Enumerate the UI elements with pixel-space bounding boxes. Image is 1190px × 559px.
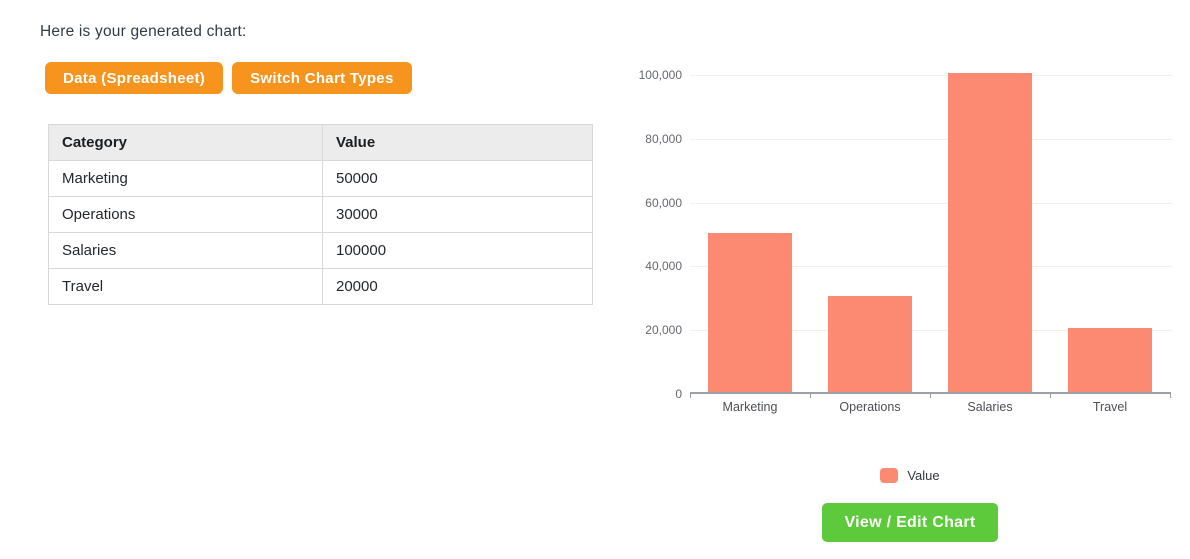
category-cell: Salaries	[48, 232, 323, 269]
y-axis-tick-label: 20,000	[645, 323, 682, 338]
data-table: Category Value Marketing 50000 Operations 3…	[48, 124, 593, 305]
table-header-row: Category Value	[48, 124, 593, 161]
gridline	[690, 202, 1172, 204]
data-spreadsheet-button[interactable]: Data (Spreadsheet)	[45, 62, 224, 94]
y-axis-tick-label: 100,000	[638, 68, 682, 82]
gridline	[690, 75, 1172, 76]
view-edit-chart-button[interactable]: View / Edit Chart	[822, 503, 998, 542]
x-axis-label: Travel	[1092, 400, 1128, 414]
value-column-header: Value	[322, 124, 593, 161]
category-cell: Operations	[48, 196, 323, 233]
bar-operations	[828, 296, 912, 392]
x-axis-tick	[810, 392, 811, 398]
gridline	[690, 138, 1172, 140]
y-axis-tick-label: 40,000	[645, 259, 682, 274]
legend-item-value[interactable]: Value	[880, 468, 940, 483]
category-cell: Marketing	[48, 160, 323, 197]
x-axis-tick	[1170, 392, 1171, 398]
data-table-body: Marketing 50000 Operations 30000 Salaries 100…	[48, 160, 593, 305]
gridline	[690, 266, 1172, 268]
bar-travel	[1068, 328, 1152, 392]
legend-swatch	[880, 468, 899, 483]
category-column-header: Category	[48, 124, 323, 161]
value-cell: 20000	[322, 268, 593, 305]
gridline	[690, 330, 1172, 332]
x-axis-tick	[930, 392, 931, 398]
x-axis-label: Marketing	[722, 400, 778, 414]
table-row: Operations 30000	[48, 196, 593, 233]
x-axis-label: Salaries	[967, 400, 1013, 414]
value-cell: 30000	[322, 196, 593, 233]
x-axis-label: Operations	[839, 400, 901, 414]
value-cell: 50000	[322, 160, 593, 197]
table-row: Travel 20000	[48, 268, 593, 305]
chart-panel: 0 20,000 40,000 60,000 80,000 100,000 Marketin…	[639, 60, 1180, 550]
switch-chart-types-button[interactable]: Switch Chart Types	[232, 62, 412, 94]
x-axis-tick	[690, 392, 691, 398]
bar-marketing	[708, 232, 792, 392]
toolbar: Data (Spreadsheet) Switch Chart Types	[45, 62, 412, 94]
table-row: Salaries 100000	[48, 232, 593, 269]
y-axis-tick-label: 60,000	[645, 195, 682, 210]
plot-area: 0 20,000 40,000 60,000 80,000 100,000 Marketin…	[639, 68, 1172, 414]
y-axis-tick-label: 80,000	[645, 131, 682, 146]
legend-label: Value	[907, 468, 940, 483]
y-axis-tick-label: 0	[675, 387, 682, 401]
page-heading: Here is your generated chart:	[40, 23, 247, 40]
value-cell: 100000	[322, 232, 593, 269]
x-axis-tick	[1050, 392, 1051, 398]
chart-legend: Value	[640, 468, 1180, 483]
bar-salaries	[948, 73, 1032, 392]
table-row: Marketing 50000	[48, 160, 593, 197]
action-row: View / Edit Chart	[640, 503, 1180, 542]
category-cell: Travel	[48, 268, 323, 305]
